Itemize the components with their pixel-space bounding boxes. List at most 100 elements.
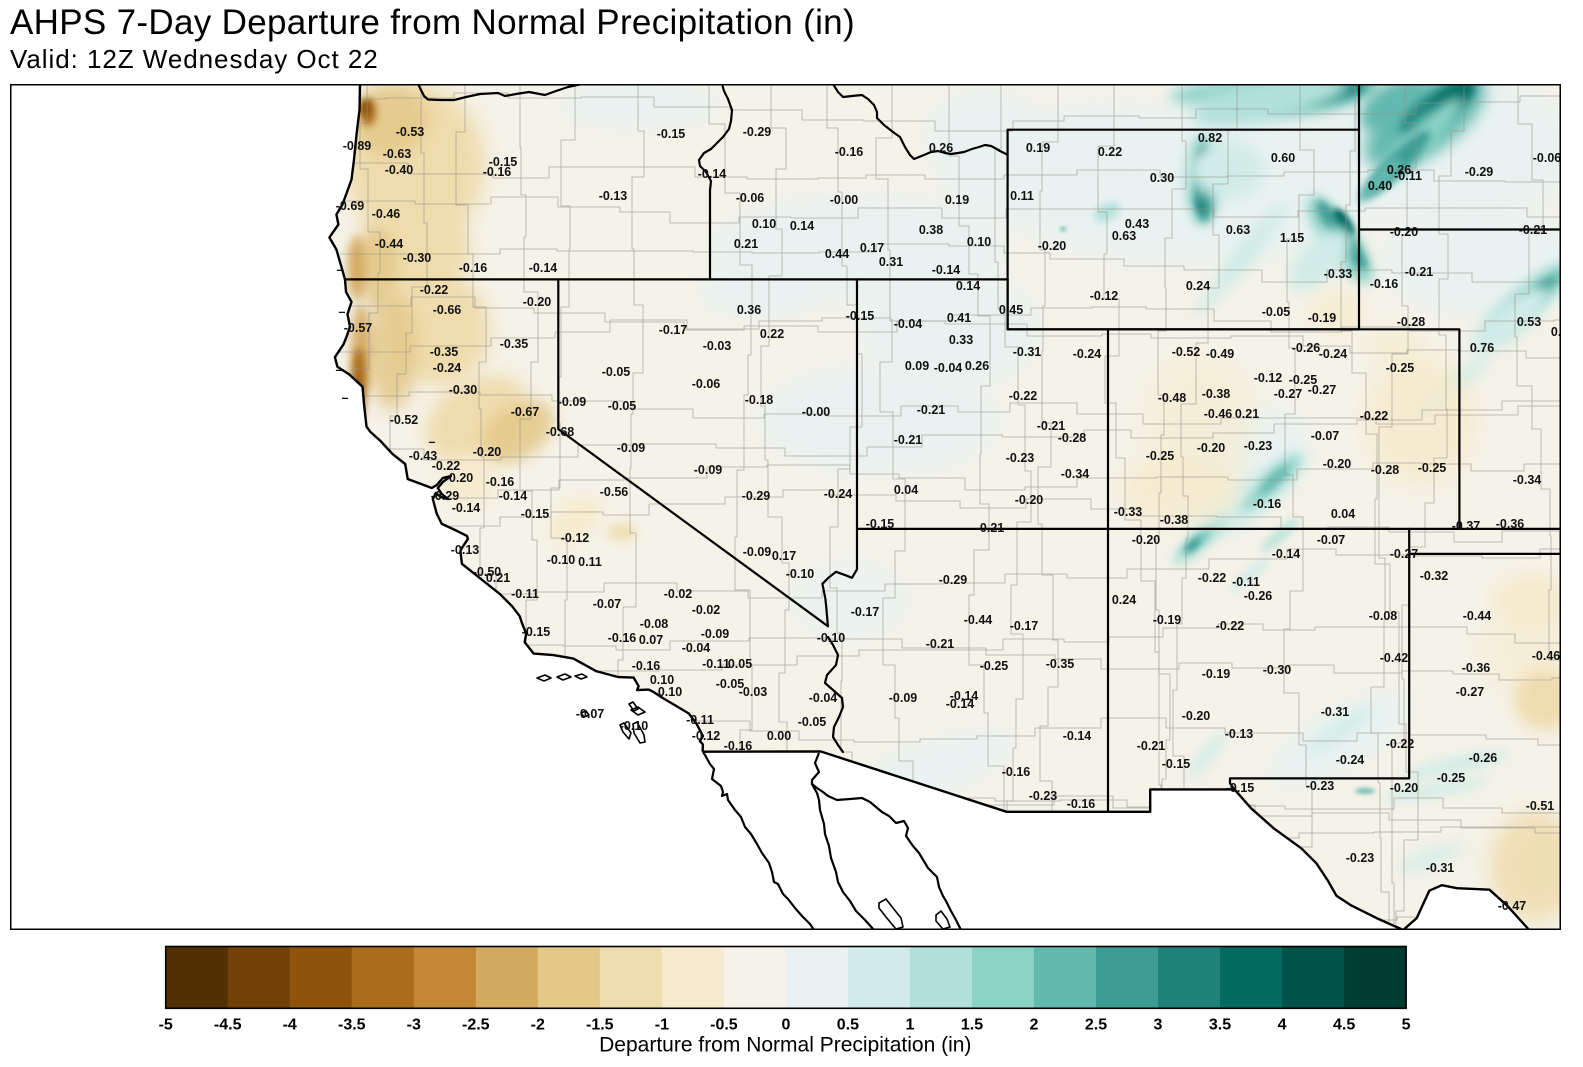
svg-text:0.22: 0.22	[1098, 145, 1122, 159]
svg-text:-0.09: -0.09	[889, 691, 918, 705]
svg-text:-0.09: -0.09	[743, 545, 772, 559]
svg-text:-0.44: -0.44	[375, 237, 404, 251]
svg-text:–: –	[429, 435, 436, 449]
svg-text:-0.35: -0.35	[1046, 657, 1075, 671]
svg-text:0.21: 0.21	[734, 237, 758, 251]
svg-text:-0.04: -0.04	[894, 317, 923, 331]
svg-text:0.11: 0.11	[1010, 189, 1034, 203]
svg-text:4: 4	[1278, 1017, 1287, 1034]
svg-text:-0.27: -0.27	[1390, 547, 1419, 561]
svg-text:-0.20: -0.20	[445, 471, 474, 485]
svg-text:-0.63: -0.63	[383, 147, 412, 161]
svg-text:-2: -2	[531, 1017, 545, 1034]
svg-text:5: 5	[1402, 1017, 1411, 1034]
svg-text:-0.25: -0.25	[1386, 361, 1415, 375]
svg-text:-0.22: -0.22	[1216, 619, 1245, 633]
svg-text:0.45: 0.45	[999, 303, 1023, 317]
svg-text:-0.07: -0.07	[593, 597, 622, 611]
svg-text:-0.15: -0.15	[489, 155, 518, 169]
svg-text:-0.25: -0.25	[1418, 461, 1447, 475]
svg-text:-0.14: -0.14	[1272, 547, 1301, 561]
svg-text:3.5: 3.5	[1209, 1017, 1231, 1034]
svg-text:-0.07: -0.07	[1311, 429, 1340, 443]
svg-text:0.04: 0.04	[1331, 507, 1355, 521]
svg-text:-0.12: -0.12	[692, 729, 721, 743]
svg-text:-0.48: -0.48	[1158, 391, 1187, 405]
svg-text:-0.30: -0.30	[403, 251, 432, 265]
svg-text:0.44: 0.44	[825, 247, 849, 261]
svg-text:-0.30: -0.30	[449, 383, 478, 397]
svg-text:0.05: 0.05	[728, 657, 752, 671]
svg-text:-2.5: -2.5	[462, 1017, 490, 1034]
svg-text:-0.20: -0.20	[1132, 533, 1161, 547]
svg-text:1.15: 1.15	[1280, 231, 1304, 245]
svg-text:-0.12: -0.12	[561, 531, 590, 545]
svg-text:-0.24: -0.24	[433, 361, 462, 375]
svg-text:0.33: 0.33	[949, 333, 973, 347]
svg-text:-0.08: -0.08	[1369, 609, 1398, 623]
svg-text:-0.49: -0.49	[1206, 347, 1235, 361]
svg-text:0.43: 0.43	[1125, 217, 1149, 231]
svg-text:0.30: 0.30	[1150, 171, 1174, 185]
svg-text:-0.16: -0.16	[486, 475, 515, 489]
svg-text:-0.20: -0.20	[1038, 239, 1067, 253]
svg-text:-0.23: -0.23	[1306, 779, 1335, 793]
svg-text:0.53: 0.53	[1517, 315, 1541, 329]
svg-text:–: –	[339, 305, 346, 319]
svg-text:-3: -3	[407, 1017, 421, 1034]
svg-text:-0.5: -0.5	[710, 1017, 738, 1034]
svg-text:-0.34: -0.34	[1061, 467, 1090, 481]
svg-text:-0.53: -0.53	[396, 125, 425, 139]
svg-text:0.19: 0.19	[1026, 141, 1050, 155]
svg-text:-0.15: -0.15	[1226, 781, 1255, 795]
svg-text:-0.34: -0.34	[1513, 473, 1542, 487]
svg-text:-0.24: -0.24	[824, 487, 853, 501]
svg-text:-0.23: -0.23	[1006, 451, 1035, 465]
svg-text:-0.00: -0.00	[830, 193, 859, 207]
svg-text:-0.21: -0.21	[976, 521, 1005, 535]
svg-text:-0.06: -0.06	[1533, 151, 1561, 165]
svg-text:-0.27: -0.27	[1456, 685, 1485, 699]
svg-text:–: –	[337, 263, 344, 277]
svg-text:-0.17: -0.17	[659, 323, 688, 337]
svg-text:-0.35: -0.35	[430, 345, 459, 359]
svg-text:-0.20: -0.20	[1182, 709, 1211, 723]
svg-text:-0.25: -0.25	[1289, 373, 1318, 387]
svg-text:-0.16: -0.16	[1370, 277, 1399, 291]
svg-text:0.19: 0.19	[945, 193, 969, 207]
svg-text:-0.04: -0.04	[809, 691, 838, 705]
svg-text:-0.44: -0.44	[1463, 609, 1492, 623]
svg-text:0.10: 0.10	[967, 235, 991, 249]
svg-text:-0.02: -0.02	[692, 603, 721, 617]
svg-text:-0.14: -0.14	[529, 261, 558, 275]
svg-text:0.24: 0.24	[1186, 279, 1210, 293]
svg-text:-0.33: -0.33	[1324, 267, 1353, 281]
svg-text:-0.67: -0.67	[511, 405, 540, 419]
svg-text:-0.23: -0.23	[1029, 789, 1058, 803]
svg-text:-0.21: -0.21	[926, 637, 955, 651]
svg-text:–: –	[342, 391, 349, 405]
svg-text:-0.68: -0.68	[546, 425, 575, 439]
svg-text:-0.10: -0.10	[817, 631, 846, 645]
svg-text:-0.27: -0.27	[1308, 383, 1337, 397]
svg-text:-0.42: -0.42	[1380, 651, 1409, 665]
svg-text:0.10: 0.10	[650, 673, 674, 687]
svg-text:-0.26: -0.26	[1469, 751, 1498, 765]
svg-text:-0.06: -0.06	[736, 191, 765, 205]
svg-text:0.63: 0.63	[1112, 229, 1136, 243]
svg-text:-0.22: -0.22	[432, 459, 461, 473]
svg-text:-0.22: -0.22	[1009, 389, 1038, 403]
svg-text:-0.17: -0.17	[1010, 619, 1039, 633]
svg-text:-0.40: -0.40	[385, 163, 414, 177]
svg-text:3: 3	[1154, 1017, 1163, 1034]
svg-text:0.04: 0.04	[894, 483, 918, 497]
svg-text:-0.25: -0.25	[1146, 449, 1175, 463]
svg-text:-0.05: -0.05	[602, 365, 631, 379]
svg-text:-0.46: -0.46	[1532, 649, 1561, 663]
svg-text:-0.21: -0.21	[894, 433, 923, 447]
svg-text:-0.46: -0.46	[1204, 407, 1233, 421]
svg-text:-0.31: -0.31	[1013, 345, 1042, 359]
svg-text:-0.46: -0.46	[372, 207, 401, 221]
svg-text:0.09: 0.09	[905, 359, 929, 373]
svg-text:-0.13: -0.13	[451, 543, 480, 557]
